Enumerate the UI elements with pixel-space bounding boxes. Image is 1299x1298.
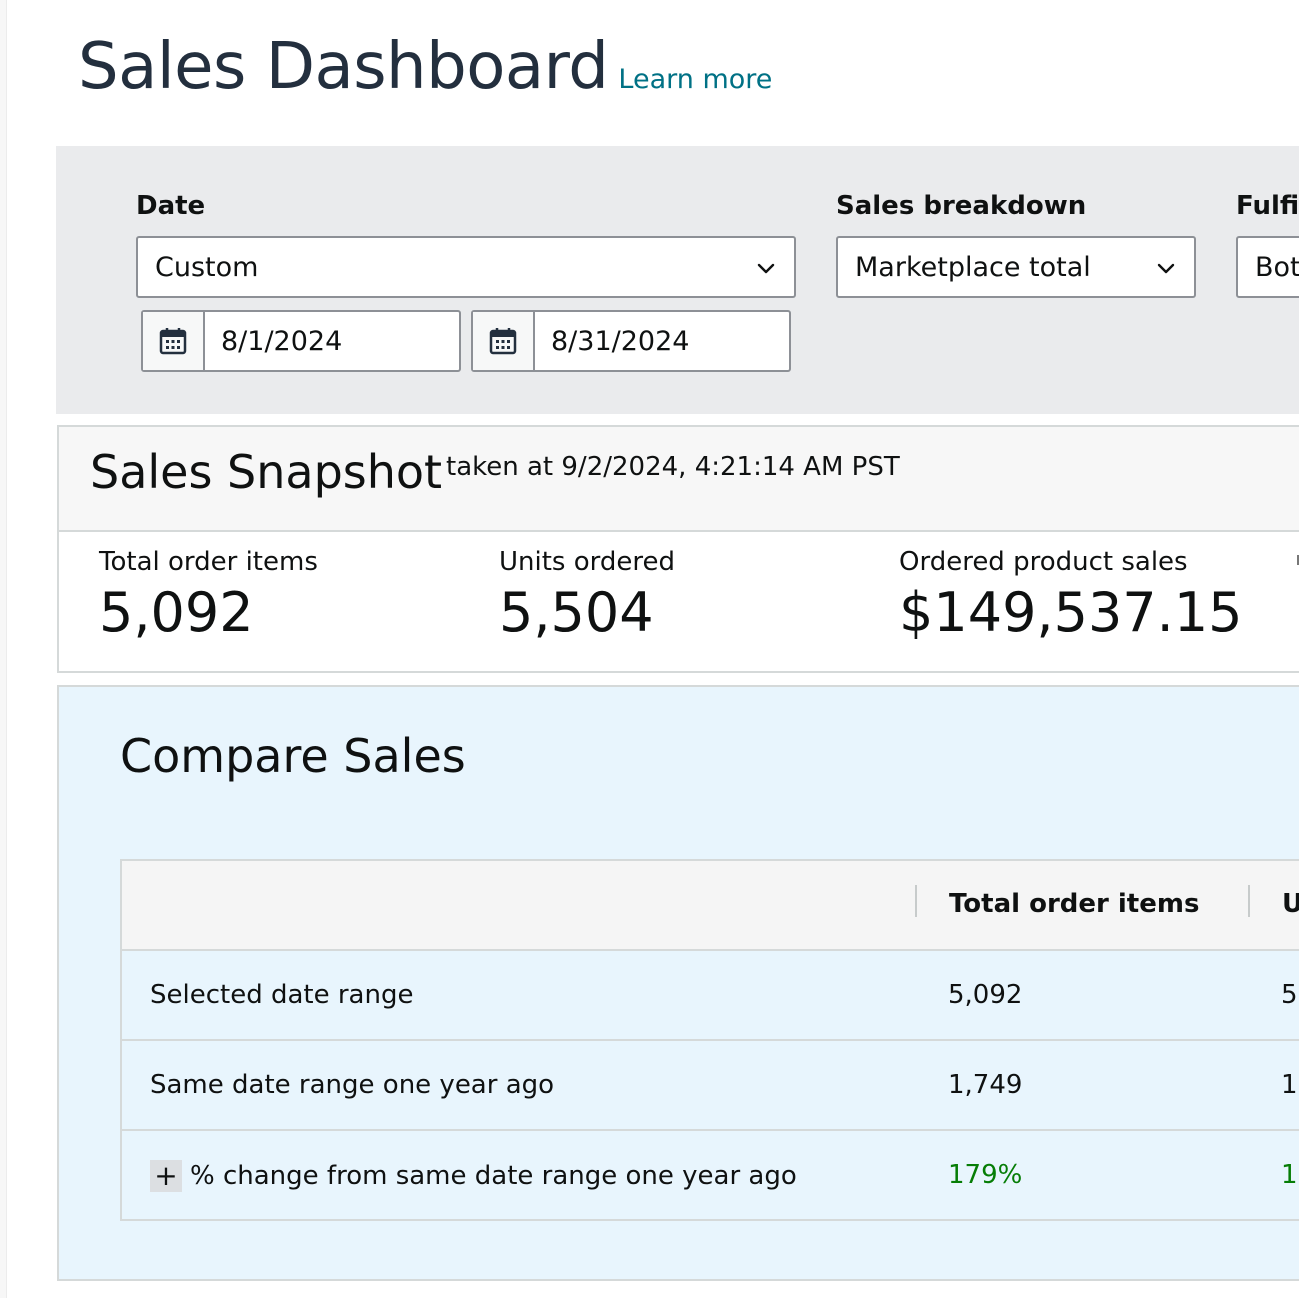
sales-breakdown-label: Sales breakdown [836, 191, 1087, 221]
sales-breakdown-select[interactable]: Marketplace total [836, 236, 1196, 298]
chevron-down-icon [1157, 263, 1175, 274]
row-label: Selected date range [150, 980, 414, 1010]
end-date-value[interactable]: 8/31/2024 [551, 325, 690, 357]
end-date-calendar-button[interactable] [473, 312, 535, 370]
metric-value: 5,504 [499, 581, 654, 644]
metric-units-ordered: Units ordered 5,504 [499, 547, 675, 644]
cell-total-order-items: 5,092 [948, 980, 1023, 1010]
chevron-down-icon [757, 263, 775, 274]
row-label-container: + % change from same date range one year… [150, 1160, 797, 1192]
fulfillment-select-value: Bot [1255, 251, 1299, 283]
column-header-units[interactable]: U [1282, 889, 1299, 919]
cell-units: 1, [1281, 1070, 1299, 1100]
metric-total-order-items: Total order items 5,092 [99, 547, 318, 644]
metric-label: Units ordered [499, 547, 675, 577]
start-date-value[interactable]: 8/1/2024 [221, 325, 343, 357]
sales-snapshot-title: Sales Snapshot [90, 445, 443, 499]
page-header: Sales Dashboard Learn more [78, 30, 772, 104]
learn-more-link[interactable]: Learn more [618, 64, 773, 95]
column-divider [915, 885, 917, 917]
metric-value: 5,092 [99, 581, 254, 644]
column-header-total-order-items[interactable]: Total order items [949, 889, 1200, 919]
calendar-icon [489, 328, 517, 355]
cell-units: 18 [1281, 1160, 1299, 1190]
row-label: % change from same date range one year a… [190, 1161, 797, 1191]
compare-sales-table: Total order items U Selected date range … [120, 859, 1299, 1221]
date-range-select[interactable]: Custom [136, 236, 796, 298]
cell-units: 5, [1281, 980, 1299, 1010]
metric-label: Total order items [99, 547, 318, 577]
row-label: Same date range one year ago [150, 1070, 555, 1100]
left-rail [0, 0, 7, 1298]
column-divider [1248, 885, 1250, 917]
sales-snapshot-header: Sales Snapshot taken at 9/2/2024, 4:21:1… [59, 427, 1299, 532]
plus-icon[interactable]: + [150, 1160, 182, 1192]
filter-panel: Date Custom 8/1/2024 [56, 146, 1299, 414]
calendar-icon [159, 328, 187, 355]
start-date-calendar-button[interactable] [143, 312, 205, 370]
table-row: Selected date range 5,092 5, [122, 951, 1299, 1041]
clipped-metric-edge [1297, 555, 1299, 565]
compare-sales-card: Compare Sales Total order items U Select… [57, 685, 1299, 1281]
metric-label: Ordered product sales [899, 547, 1188, 577]
metric-value: $149,537.15 [899, 581, 1243, 644]
sales-snapshot-card: Sales Snapshot taken at 9/2/2024, 4:21:1… [57, 425, 1299, 673]
start-date-input[interactable]: 8/1/2024 [141, 310, 461, 372]
date-filter-label: Date [136, 191, 206, 221]
end-date-input[interactable]: 8/31/2024 [471, 310, 791, 372]
fulfillment-select[interactable]: Bot [1236, 236, 1299, 298]
compare-sales-title: Compare Sales [120, 729, 466, 783]
sales-breakdown-select-value: Marketplace total [855, 251, 1091, 283]
cell-total-order-items: 1,749 [948, 1070, 1023, 1100]
table-header-row: Total order items U [122, 861, 1299, 951]
table-row: + % change from same date range one year… [122, 1131, 1299, 1219]
page-title: Sales Dashboard [78, 30, 609, 104]
table-row: Same date range one year ago 1,749 1, [122, 1041, 1299, 1131]
cell-total-order-items: 179% [948, 1160, 1023, 1190]
snapshot-timestamp: taken at 9/2/2024, 4:21:14 AM PST [446, 452, 900, 482]
date-range-select-value: Custom [155, 251, 259, 283]
metric-ordered-product-sales: Ordered product sales $149,537.15 [899, 547, 1243, 644]
fulfillment-label: Fulfil [1236, 191, 1299, 221]
